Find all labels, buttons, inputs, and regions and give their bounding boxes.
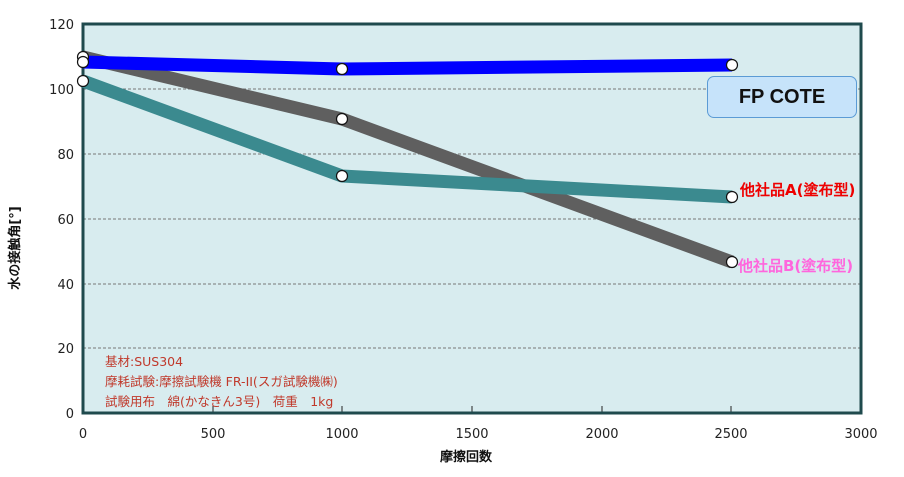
svg-text:1500: 1500 — [455, 427, 488, 442]
svg-text:40: 40 — [57, 278, 74, 293]
svg-text:100: 100 — [49, 83, 74, 98]
svg-text:120: 120 — [49, 18, 74, 33]
svg-text:摩耗試験:摩擦試験機 FR-II(スガ試験機㈱): 摩耗試験:摩擦試験機 FR-II(スガ試験機㈱) — [105, 374, 338, 389]
svg-text:20: 20 — [57, 342, 74, 357]
y-axis-ticks: 0 20 40 60 80 100 120 — [49, 18, 74, 422]
series-fpcote-line — [82, 55, 733, 76]
series-label-other-b: 他社品B(塗布型) — [737, 257, 853, 275]
fpcote-label: FP COTE — [738, 85, 826, 108]
x-axis-title: 摩擦回数 — [440, 449, 493, 465]
svg-text:試験用布 綿(かなきん3号) 荷重 1kg: 試験用布 綿(かなきん3号) 荷重 1kg — [105, 394, 333, 409]
test-conditions-note: 基材:SUS304 摩耗試験:摩擦試験機 FR-II(スガ試験機㈱) 試験用布 … — [105, 354, 338, 409]
svg-text:60: 60 — [57, 213, 74, 228]
svg-text:基材:SUS304: 基材:SUS304 — [105, 354, 183, 369]
svg-text:0: 0 — [79, 427, 87, 442]
plot-frame — [81, 22, 863, 415]
svg-text:0: 0 — [66, 407, 74, 422]
y-axis-title: 水の接触角[°] — [7, 206, 23, 289]
svg-text:3000: 3000 — [844, 427, 877, 442]
svg-text:500: 500 — [201, 427, 226, 442]
svg-text:2500: 2500 — [714, 427, 747, 442]
svg-text:80: 80 — [57, 148, 74, 163]
svg-text:1000: 1000 — [325, 427, 358, 442]
series-label-other-a: 他社品A(塗布型) — [739, 181, 855, 199]
data-markers — [76, 50, 739, 269]
x-axis-ticks: 0 500 1000 1500 2000 2500 3000 — [79, 427, 878, 442]
fpcote-label-badge: FP COTE — [707, 76, 857, 118]
svg-text:2000: 2000 — [585, 427, 618, 442]
